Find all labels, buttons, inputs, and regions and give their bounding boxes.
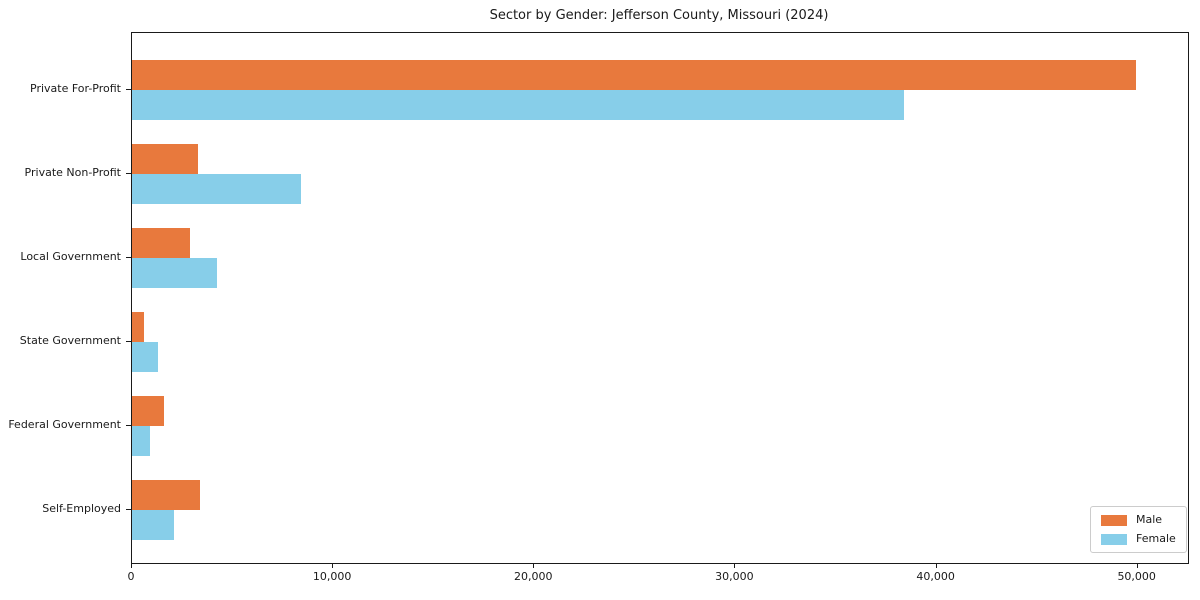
bar-male-state-government bbox=[132, 312, 145, 342]
y-tick bbox=[126, 89, 131, 90]
x-tick-label: 10,000 bbox=[312, 570, 352, 583]
chart-title: Sector by Gender: Jefferson County, Miss… bbox=[489, 8, 829, 23]
y-tick-label: Local Government bbox=[20, 250, 121, 263]
x-tick-label: 0 bbox=[127, 570, 135, 583]
x-tick bbox=[1136, 564, 1138, 568]
y-tick-label: Federal Government bbox=[8, 418, 121, 431]
bar-female-self-employed bbox=[132, 510, 175, 540]
legend-swatch-female bbox=[1101, 533, 1127, 545]
x-tick bbox=[332, 564, 334, 568]
legend-item-male: Male bbox=[1101, 514, 1176, 526]
y-tick-label: State Government bbox=[19, 334, 121, 347]
bar-female-state-government bbox=[132, 342, 159, 372]
bar-male-self-employed bbox=[132, 480, 201, 510]
y-tick bbox=[126, 341, 131, 342]
y-tick-label: Private For-Profit bbox=[30, 82, 121, 95]
legend: Male Female bbox=[1090, 506, 1187, 553]
x-tick-label: 50,000 bbox=[1117, 570, 1156, 583]
legend-swatch-male bbox=[1101, 514, 1127, 526]
bar-female-private-non-profit bbox=[132, 174, 301, 204]
x-tick bbox=[734, 564, 736, 568]
x-tick bbox=[131, 564, 132, 568]
y-tick bbox=[126, 509, 131, 510]
legend-label-male: Male bbox=[1136, 513, 1163, 526]
x-tick bbox=[533, 564, 535, 568]
y-tick-label: Self-Employed bbox=[42, 502, 121, 515]
bar-female-local-government bbox=[132, 258, 217, 288]
legend-label-female: Female bbox=[1136, 532, 1176, 545]
bar-male-private-non-profit bbox=[132, 144, 199, 174]
y-tick bbox=[126, 425, 131, 426]
x-tick-label: 40,000 bbox=[916, 570, 955, 583]
y-tick bbox=[126, 257, 131, 258]
legend-item-female: Female bbox=[1101, 533, 1176, 545]
bar-male-private-for-profit bbox=[132, 60, 1136, 90]
x-tick-label: 20,000 bbox=[514, 570, 553, 583]
bar-male-federal-government bbox=[132, 396, 165, 426]
plot-area bbox=[131, 32, 1189, 564]
y-tick bbox=[126, 173, 131, 174]
y-tick-label: Private Non-Profit bbox=[24, 166, 121, 179]
bar-female-private-for-profit bbox=[132, 90, 905, 120]
x-tick bbox=[935, 564, 937, 568]
bar-male-local-government bbox=[132, 228, 191, 258]
x-tick-label: 30,000 bbox=[715, 570, 754, 583]
bar-female-federal-government bbox=[132, 426, 151, 456]
